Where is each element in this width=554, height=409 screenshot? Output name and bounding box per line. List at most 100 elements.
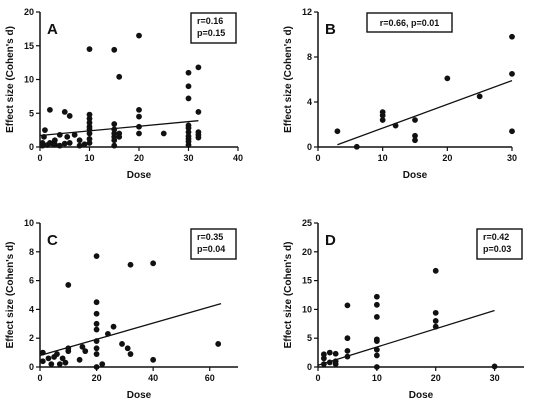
data-point [76, 356, 83, 363]
x-tick-label: 20 [442, 153, 452, 163]
x-tick-label: 20 [92, 373, 102, 383]
data-point [373, 364, 380, 370]
data-point [86, 136, 93, 142]
data-point [185, 133, 192, 140]
data-point [51, 141, 58, 148]
data-point [373, 336, 380, 343]
data-point [93, 299, 100, 306]
data-point [111, 142, 118, 149]
data-point [86, 140, 93, 146]
data-point [45, 355, 52, 362]
data-point [86, 111, 93, 118]
x-tick-label: 60 [205, 373, 215, 383]
data-point [79, 343, 86, 350]
x-axis-label: Dose [409, 390, 434, 401]
data-point [93, 320, 100, 327]
x-tick-label: 0 [315, 373, 320, 383]
data-point [195, 129, 202, 136]
stats-text: p=0.15 [197, 28, 225, 38]
y-tick-label: 10 [24, 75, 34, 85]
x-tick-label: 30 [183, 153, 193, 163]
data-point [93, 338, 100, 344]
data-point [320, 361, 327, 368]
data-point [39, 140, 46, 146]
data-point [353, 143, 360, 150]
data-point [160, 130, 167, 137]
stats-box [190, 228, 237, 260]
y-tick-label: 0 [307, 142, 312, 152]
data-point [71, 131, 78, 138]
data-point [116, 73, 123, 80]
data-point [65, 282, 72, 288]
data-point [59, 355, 66, 362]
data-point [215, 341, 222, 347]
data-point [61, 140, 68, 147]
data-point [56, 361, 63, 368]
data-point [185, 69, 192, 76]
data-point [64, 133, 71, 140]
stats-text: r=0.35 [197, 232, 223, 242]
data-point [136, 106, 142, 113]
data-point [444, 75, 451, 82]
data-point [93, 326, 100, 333]
data-point [127, 351, 134, 357]
x-tick-label: 0 [315, 153, 320, 163]
data-point [412, 137, 418, 144]
data-point [185, 95, 192, 102]
data-point [111, 126, 118, 133]
data-point [509, 33, 515, 40]
x-axis-label: Dose [127, 170, 152, 181]
y-tick-label: 6 [29, 276, 34, 286]
panel-letter: B [325, 21, 336, 38]
data-point [373, 346, 380, 353]
panel-letter: D [325, 232, 336, 249]
data-point [54, 351, 60, 357]
data-point [41, 133, 47, 140]
data-point [110, 323, 117, 330]
data-point [93, 310, 100, 317]
data-point [51, 137, 58, 144]
y-tick-label: 4 [307, 97, 312, 107]
y-axis-label: Effect size (Cohen's d) [283, 242, 294, 349]
data-point [150, 260, 157, 267]
x-tick-label: 40 [148, 373, 158, 383]
data-point [136, 32, 142, 39]
y-tick-label: 10 [302, 304, 312, 314]
data-point [344, 347, 351, 354]
data-point [93, 364, 100, 370]
data-point [320, 351, 327, 358]
data-point [86, 123, 93, 130]
data-point [136, 113, 142, 120]
data-point [373, 293, 380, 300]
panel-letter: A [47, 21, 58, 38]
data-point [93, 351, 100, 357]
data-point [61, 109, 68, 115]
x-tick-label: 10 [378, 153, 388, 163]
data-point [86, 46, 93, 53]
data-point [412, 132, 418, 139]
data-point [42, 127, 48, 134]
y-tick-label: 8 [29, 247, 34, 257]
y-tick-label: 20 [24, 7, 34, 17]
data-point [119, 341, 125, 347]
data-point [373, 301, 380, 308]
data-point [185, 83, 192, 90]
data-point [344, 353, 351, 360]
data-point [509, 70, 515, 77]
y-tick-label: 5 [29, 108, 34, 118]
stats-box [366, 12, 453, 33]
data-point [136, 130, 142, 137]
y-tick-label: 25 [302, 218, 312, 228]
x-axis-label: Dose [403, 170, 428, 181]
data-point [326, 349, 333, 356]
data-point [136, 123, 142, 130]
data-point [185, 129, 192, 136]
data-point [86, 119, 93, 126]
x-tick-label: 30 [507, 153, 517, 163]
y-tick-label: 15 [24, 41, 34, 51]
data-point [332, 361, 339, 368]
data-point [127, 261, 134, 268]
data-point [185, 122, 192, 129]
data-point [47, 106, 53, 113]
